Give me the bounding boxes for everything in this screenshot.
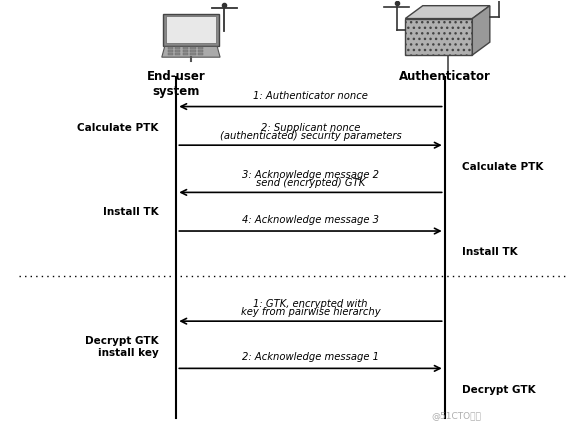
Polygon shape [406,6,490,19]
Text: End-user
system: End-user system [147,70,206,98]
Bar [168,50,173,52]
Text: 4: Acknowledge message 3: 4: Acknowledge message 3 [242,215,379,225]
Text: Authenticator: Authenticator [398,70,490,83]
Text: send (encrypted) GTK: send (encrypted) GTK [256,178,365,188]
Text: Decrypt GTK: Decrypt GTK [462,385,536,395]
Bar [175,50,180,52]
Bar [183,50,188,52]
Bar [175,53,180,55]
Text: 1: GTK, encrypted with: 1: GTK, encrypted with [253,299,368,309]
Text: 2: Acknowledge message 1: 2: Acknowledge message 1 [242,353,379,362]
Bar [190,50,196,52]
Bar [168,53,173,55]
Text: 1: Authenticator nonce: 1: Authenticator nonce [253,91,368,101]
Polygon shape [162,47,220,57]
Bar [175,47,180,49]
Bar [183,53,188,55]
Polygon shape [472,6,490,55]
Text: 2: Supplicant nonce: 2: Supplicant nonce [261,123,360,133]
Text: (authenticated) security parameters: (authenticated) security parameters [220,131,401,141]
Bar [190,53,196,55]
Text: Install TK: Install TK [462,248,518,257]
Bar [198,47,203,49]
Polygon shape [166,16,216,43]
Polygon shape [406,19,472,55]
Text: Decrypt GTK
install key: Decrypt GTK install key [85,336,159,358]
Text: @51CTO博客: @51CTO博客 [431,411,481,420]
Text: 3: Acknowledge message 2: 3: Acknowledge message 2 [242,170,379,181]
Bar [183,47,188,49]
Text: key from pairwise hierarchy: key from pairwise hierarchy [241,307,380,317]
Bar [198,50,203,52]
Bar [168,47,173,49]
Text: Install TK: Install TK [103,206,159,217]
Bar [190,47,196,49]
Polygon shape [163,14,219,47]
Text: Calculate PTK: Calculate PTK [77,123,159,133]
Bar [198,53,203,55]
Text: Calculate PTK: Calculate PTK [462,162,543,172]
